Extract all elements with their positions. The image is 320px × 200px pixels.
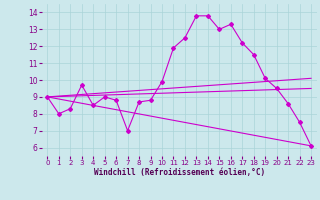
X-axis label: Windchill (Refroidissement éolien,°C): Windchill (Refroidissement éolien,°C) [94,168,265,177]
